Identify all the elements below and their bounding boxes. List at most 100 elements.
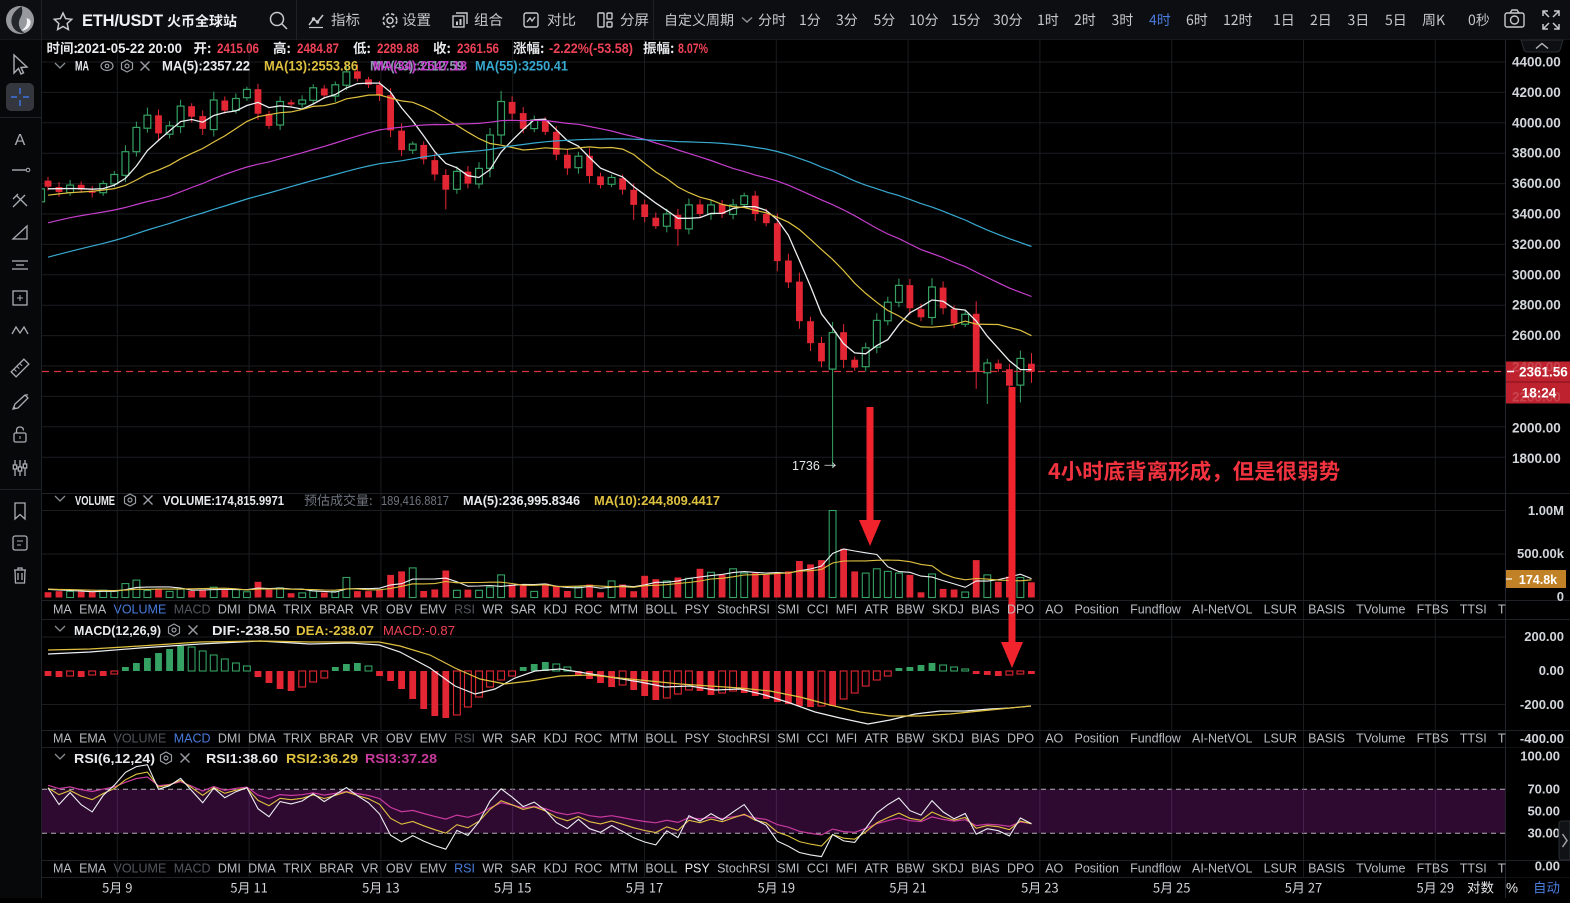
- svg-text:2800.00: 2800.00: [1512, 298, 1561, 313]
- svg-text:AO: AO: [1045, 603, 1063, 617]
- svg-text:500.00k: 500.00k: [1517, 546, 1565, 561]
- svg-text:3800.00: 3800.00: [1512, 146, 1561, 161]
- svg-text:TRIX: TRIX: [283, 603, 312, 617]
- svg-text:-2.22%(-53.58): -2.22%(-53.58): [549, 41, 633, 56]
- svg-text:PSY: PSY: [685, 732, 711, 746]
- svg-text:BIAS: BIAS: [971, 862, 1000, 876]
- svg-text:SAR: SAR: [511, 603, 537, 617]
- svg-text:SMI: SMI: [777, 603, 799, 617]
- svg-text:3400.00: 3400.00: [1512, 207, 1561, 222]
- svg-text:ATR: ATR: [865, 732, 889, 746]
- svg-text:CCI: CCI: [807, 732, 829, 746]
- svg-text:RSI: RSI: [454, 603, 475, 617]
- svg-text:MACD: MACD: [174, 603, 211, 617]
- svg-text:SMI: SMI: [777, 862, 799, 876]
- svg-text:MTM: MTM: [610, 603, 638, 617]
- svg-text:0.00: 0.00: [1535, 859, 1560, 874]
- svg-text:EMA: EMA: [79, 603, 107, 617]
- svg-text:AO: AO: [1045, 732, 1063, 746]
- svg-text:MA: MA: [53, 732, 72, 746]
- svg-text:RSI2:36.29: RSI2:36.29: [286, 751, 358, 766]
- svg-text:EMV: EMV: [420, 862, 448, 876]
- svg-text:KDJ: KDJ: [544, 862, 568, 876]
- svg-text:MFI: MFI: [836, 732, 858, 746]
- svg-text:KDJ: KDJ: [544, 603, 568, 617]
- svg-text:ATR: ATR: [865, 862, 889, 876]
- svg-text:8.07%: 8.07%: [678, 41, 708, 56]
- svg-text:0: 0: [1557, 589, 1564, 604]
- svg-text:MA(34):2547.18: MA(34):2547.18: [373, 59, 467, 74]
- svg-text:ATR: ATR: [865, 603, 889, 617]
- svg-text:ROC: ROC: [575, 732, 603, 746]
- svg-text:AI-NetVOL: AI-NetVOL: [1192, 732, 1252, 746]
- svg-text:2361.56: 2361.56: [457, 41, 499, 56]
- svg-text:MA(5):236,995.8346: MA(5):236,995.8346: [463, 493, 580, 508]
- svg-text:MFI: MFI: [836, 603, 858, 617]
- svg-text:2484.87: 2484.87: [297, 41, 339, 56]
- svg-text:2400.00: 2400.00: [1512, 360, 1561, 375]
- svg-text:FTBS: FTBS: [1417, 732, 1449, 746]
- svg-text:2021-05-22 20:00: 2021-05-22 20:00: [77, 41, 182, 56]
- svg-text:StochRSI: StochRSI: [717, 603, 770, 617]
- svg-text:ROC: ROC: [575, 862, 603, 876]
- svg-text:EMA: EMA: [79, 862, 107, 876]
- svg-text:MA(55):3250.41: MA(55):3250.41: [475, 59, 568, 74]
- svg-text:30.00: 30.00: [1527, 826, 1560, 841]
- svg-text:CCI: CCI: [807, 603, 829, 617]
- svg-text:BIAS: BIAS: [971, 603, 1000, 617]
- svg-text:3000.00: 3000.00: [1512, 267, 1561, 282]
- svg-text:Position: Position: [1075, 732, 1120, 746]
- svg-text:ETH/USDT: ETH/USDT: [82, 12, 163, 30]
- svg-text:TTSI: TTSI: [1460, 862, 1487, 876]
- svg-text:VOLUME: VOLUME: [114, 732, 167, 746]
- svg-text:2289.88: 2289.88: [377, 41, 419, 56]
- svg-text:MA: MA: [75, 59, 89, 74]
- svg-text:-200.00: -200.00: [1520, 697, 1564, 712]
- svg-text:BRAR: BRAR: [319, 732, 354, 746]
- svg-text:4400.00: 4400.00: [1512, 55, 1561, 70]
- svg-text:BBW: BBW: [896, 732, 925, 746]
- svg-text:EMV: EMV: [420, 732, 448, 746]
- svg-text:2600.00: 2600.00: [1512, 328, 1561, 343]
- svg-text:DEA:-238.07: DEA:-238.07: [296, 623, 374, 638]
- svg-text:2415.06: 2415.06: [217, 41, 259, 56]
- svg-text:DPO: DPO: [1007, 603, 1034, 617]
- svg-text:0.00: 0.00: [1539, 663, 1564, 678]
- svg-text:TRIX: TRIX: [283, 862, 312, 876]
- svg-text:DMA: DMA: [248, 732, 276, 746]
- svg-text:BOLL: BOLL: [645, 732, 677, 746]
- svg-text:Position: Position: [1075, 603, 1120, 617]
- svg-text:MA(13):2553.86: MA(13):2553.86: [264, 59, 358, 74]
- svg-text:TVolume: TVolume: [1356, 603, 1405, 617]
- svg-text:WR: WR: [482, 862, 503, 876]
- svg-text:LSUR: LSUR: [1264, 732, 1297, 746]
- svg-text:MFI: MFI: [836, 862, 858, 876]
- svg-text:4000.00: 4000.00: [1512, 115, 1561, 130]
- svg-text:RSI: RSI: [454, 862, 475, 876]
- svg-text:EMV: EMV: [420, 603, 448, 617]
- svg-text:DIF:-238.50: DIF:-238.50: [212, 623, 290, 638]
- svg-text:4200.00: 4200.00: [1512, 85, 1561, 100]
- svg-text:MA: MA: [53, 862, 72, 876]
- svg-text:AI-NetVOL: AI-NetVOL: [1192, 603, 1252, 617]
- svg-text:TTSI: TTSI: [1460, 732, 1487, 746]
- svg-text:CCI: CCI: [807, 862, 829, 876]
- svg-text:ROC: ROC: [575, 603, 603, 617]
- svg-text:2000.00: 2000.00: [1512, 421, 1561, 436]
- svg-text:StochRSI: StochRSI: [717, 862, 770, 876]
- svg-text:SKDJ: SKDJ: [932, 862, 964, 876]
- svg-text:Fundflow: Fundflow: [1130, 732, 1182, 746]
- svg-text:VR: VR: [361, 862, 378, 876]
- svg-text:Fundflow: Fundflow: [1130, 862, 1182, 876]
- svg-text:TTSI: TTSI: [1460, 603, 1487, 617]
- svg-text:70.00: 70.00: [1527, 782, 1560, 797]
- svg-text:VOLUME: VOLUME: [114, 862, 167, 876]
- svg-text:1800.00: 1800.00: [1512, 451, 1561, 466]
- svg-text:DPO: DPO: [1007, 732, 1034, 746]
- svg-text:PSY: PSY: [685, 603, 711, 617]
- svg-text:VOLUME:174,815.9971: VOLUME:174,815.9971: [163, 493, 284, 508]
- svg-text:MTM: MTM: [610, 732, 638, 746]
- svg-text:MTM: MTM: [610, 862, 638, 876]
- svg-text:1.00M: 1.00M: [1528, 503, 1564, 518]
- svg-text:VR: VR: [361, 732, 378, 746]
